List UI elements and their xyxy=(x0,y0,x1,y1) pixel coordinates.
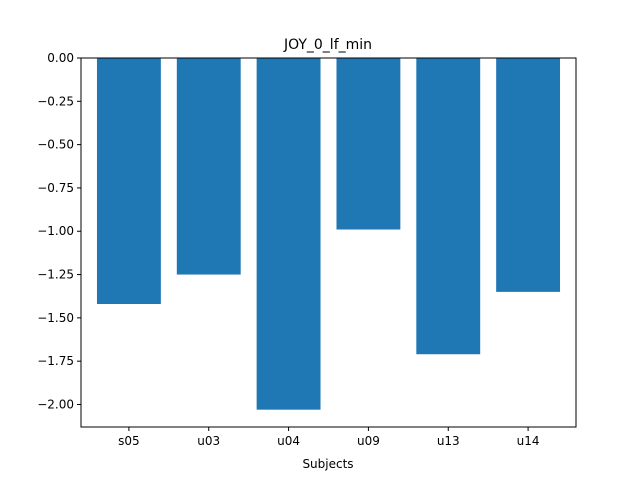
x-tick-label: u03 xyxy=(197,434,220,448)
x-axis-label: Subjects xyxy=(302,457,353,471)
bar-u04 xyxy=(256,58,321,410)
bar-u13 xyxy=(416,58,481,355)
y-tick-label: −1.50 xyxy=(37,311,74,325)
chart-title: JOY_0_lf_min xyxy=(283,37,372,53)
y-tick-label: −0.75 xyxy=(37,181,74,195)
x-tick-label: u09 xyxy=(357,434,380,448)
y-tick-label: −0.25 xyxy=(37,94,74,108)
axes-layer: 0.00 −0.25 −0.50 −0.75 −1.00 −1.25 −1.50 −1.75 −… xyxy=(37,51,577,448)
bar-s05 xyxy=(96,58,161,304)
y-tick-label: −2.00 xyxy=(37,397,74,411)
bar-u14 xyxy=(496,58,561,292)
x-tick-label: u14 xyxy=(517,434,540,448)
y-tick-label: −0.50 xyxy=(37,138,74,152)
bar-u03 xyxy=(176,58,241,275)
x-tick-label: s05 xyxy=(118,434,140,448)
bar-u09 xyxy=(336,58,401,230)
y-tick-label: −1.25 xyxy=(37,268,74,282)
x-tick-label: u13 xyxy=(437,434,460,448)
y-tick-label: −1.75 xyxy=(37,354,74,368)
y-tick-label: −1.00 xyxy=(37,224,74,238)
plot-frame xyxy=(80,57,577,428)
bars-layer xyxy=(96,58,561,410)
y-tick-label: 0.00 xyxy=(47,51,74,65)
x-tick-label: u04 xyxy=(277,434,300,448)
